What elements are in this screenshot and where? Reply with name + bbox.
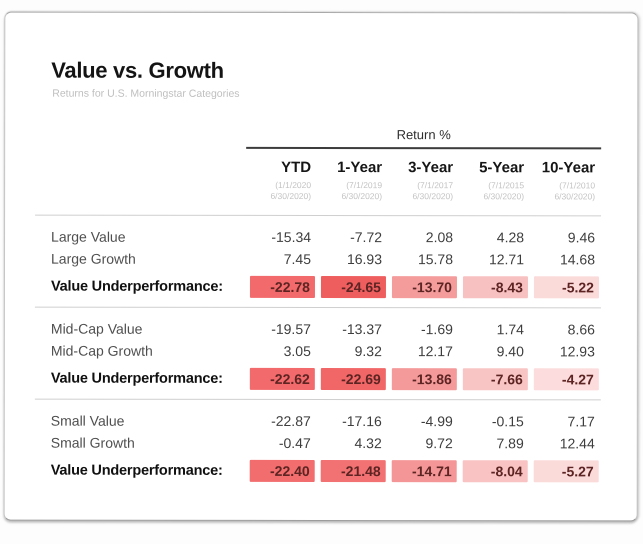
- column-date-start: (7/1/2017: [417, 180, 454, 191]
- underperformance-cell: -5.22: [533, 276, 599, 299]
- return-value-cell: 7.17: [567, 413, 595, 430]
- underperformance-cell: -22.62: [249, 367, 315, 390]
- column-header-3year: 3-Year (7/1/2017 6/30/2020): [388, 158, 459, 201]
- column-date-start: (7/1/2010: [559, 180, 596, 191]
- underperformance-cell: -8.43: [462, 276, 528, 299]
- column-label: 5-Year: [479, 159, 525, 177]
- return-value-cell: -7.72: [350, 229, 383, 246]
- row-label: Small Value: [50, 412, 125, 429]
- table-row-large-value: Large Value -15.34 -7.72 2.08 4.28 9.46: [35, 226, 601, 249]
- row-label: Large Growth: [50, 250, 136, 267]
- return-value-cell: -22.87: [271, 412, 311, 429]
- column-date-end: 6/30/2020): [341, 190, 383, 201]
- table-row-underperformance-small: Value Underperformance: -22.40 -21.48 -1…: [35, 459, 601, 483]
- column-date-start: (1/1/2020: [275, 179, 312, 190]
- table-row-small-value: Small Value -22.87 -17.16 -4.99 -0.15 7.…: [35, 410, 601, 433]
- return-value-cell: -0.15: [491, 413, 524, 430]
- return-value-cell: 15.78: [417, 251, 454, 268]
- page-subtitle: Returns for U.S. Morningstar Categories: [52, 87, 240, 100]
- return-value-cell: 12.93: [559, 343, 595, 360]
- column-header-5year: 5-Year (7/1/2015 6/30/2020): [459, 158, 530, 201]
- section-small-cap: Small Value -22.87 -17.16 -4.99 -0.15 7.…: [34, 398, 601, 492]
- return-value-cell: 9.40: [496, 343, 524, 360]
- return-value-cell: 16.93: [346, 251, 383, 268]
- underperformance-label: Value Underperformance:: [50, 370, 223, 387]
- section-mid-cap: Mid-Cap Value -19.57 -13.37 -1.69 1.74 8…: [34, 306, 601, 400]
- table-row-underperformance-midcap: Value Underperformance: -22.62 -22.69 -1…: [35, 367, 601, 391]
- column-header-10year: 10-Year (7/1/2010 6/30/2020): [530, 158, 601, 201]
- underperformance-cell: -22.40: [249, 459, 315, 482]
- return-value-cell: 3.05: [283, 342, 311, 359]
- row-label: Mid-Cap Value: [50, 320, 143, 337]
- return-value-cell: -1.69: [420, 321, 453, 338]
- underperformance-cell: -13.86: [391, 368, 457, 391]
- returns-table: Return % YTD (1/1/2020 6/30/2020) 1-Year…: [34, 126, 602, 492]
- underperformance-label: Value Underperformance:: [50, 278, 223, 295]
- return-value-cell: 9.32: [354, 343, 382, 360]
- return-value-cell: -13.37: [342, 321, 382, 338]
- table-row-midcap-value: Mid-Cap Value -19.57 -13.37 -1.69 1.74 8…: [35, 318, 601, 341]
- column-label: YTD: [281, 158, 312, 176]
- underperformance-cell: -7.66: [462, 368, 528, 391]
- return-value-cell: -17.16: [342, 413, 382, 430]
- return-value-cell: -15.34: [271, 228, 312, 245]
- page-title: Value vs. Growth: [51, 57, 224, 83]
- underperformance-cell: -4.27: [533, 368, 599, 391]
- row-label: Large Value: [51, 228, 126, 245]
- section-large-cap: Large Value -15.34 -7.72 2.08 4.28 9.46 …: [34, 214, 602, 308]
- return-value-cell: 14.68: [559, 251, 596, 268]
- column-header-1year: 1-Year (7/1/2019 6/30/2020): [317, 158, 388, 201]
- return-value-cell: 7.45: [283, 250, 312, 267]
- underperformance-cell: -21.48: [320, 459, 386, 483]
- column-header-ytd: YTD (1/1/2020 6/30/2020): [246, 158, 317, 201]
- return-value-cell: 12.44: [559, 435, 595, 452]
- column-label: 3-Year: [408, 159, 454, 177]
- underperformance-cell: -22.78: [249, 275, 315, 298]
- underperformance-cell: -8.04: [462, 460, 528, 483]
- return-value-cell: -4.99: [420, 413, 453, 430]
- underperformance-label: Value Underperformance:: [50, 462, 223, 479]
- return-value-cell: 12.71: [488, 251, 525, 268]
- column-date-start: (7/1/2015: [488, 180, 525, 191]
- column-date-end: 6/30/2020): [554, 190, 596, 201]
- column-date-end: 6/30/2020): [270, 190, 312, 201]
- label-column-spacer: [35, 158, 246, 201]
- table-row-midcap-growth: Mid-Cap Growth 3.05 9.32 12.17 9.40 12.9…: [35, 340, 601, 363]
- return-value-cell: 9.72: [425, 435, 453, 452]
- group-header-spacer: [35, 127, 246, 149]
- return-value-cell: 9.46: [567, 229, 596, 246]
- column-date-start: (7/1/2019: [346, 180, 383, 191]
- table-group-header: Return %: [35, 126, 602, 150]
- column-label: 10-Year: [541, 159, 596, 177]
- return-value-cell: 2.08: [425, 229, 454, 246]
- return-value-cell: -0.47: [278, 434, 311, 451]
- return-value-cell: -19.57: [271, 320, 311, 337]
- column-header-row: YTD (1/1/2020 6/30/2020) 1-Year (7/1/201…: [35, 149, 601, 216]
- return-value-cell: 12.17: [417, 343, 453, 360]
- row-label: Mid-Cap Growth: [50, 342, 153, 359]
- column-date-end: 6/30/2020): [412, 190, 454, 201]
- table-row-underperformance-large: Value Underperformance: -22.78 -24.65 -1…: [35, 275, 601, 299]
- return-value-cell: 7.89: [496, 435, 524, 452]
- underperformance-cell: -13.70: [391, 276, 457, 299]
- column-date-end: 6/30/2020): [483, 190, 525, 201]
- table-row-large-growth: Large Growth 7.45 16.93 15.78 12.71 14.6…: [35, 248, 601, 271]
- report-card: Value vs. Growth Returns for U.S. Mornin…: [3, 11, 639, 522]
- underperformance-cell: -5.27: [533, 460, 599, 483]
- return-value-cell: 1.74: [496, 321, 524, 338]
- return-percent-header: Return %: [246, 126, 602, 150]
- underperformance-cell: -22.69: [320, 367, 386, 391]
- underperformance-cell: -24.65: [320, 276, 386, 299]
- table-row-small-growth: Small Growth -0.47 4.32 9.72 7.89 12.44: [35, 432, 601, 455]
- return-value-cell: 4.32: [354, 435, 382, 452]
- underperformance-cell: -14.71: [391, 460, 457, 483]
- row-label: Small Growth: [50, 434, 135, 451]
- return-value-cell: 8.66: [567, 321, 595, 338]
- column-label: 1-Year: [337, 159, 383, 177]
- return-value-cell: 4.28: [496, 229, 525, 246]
